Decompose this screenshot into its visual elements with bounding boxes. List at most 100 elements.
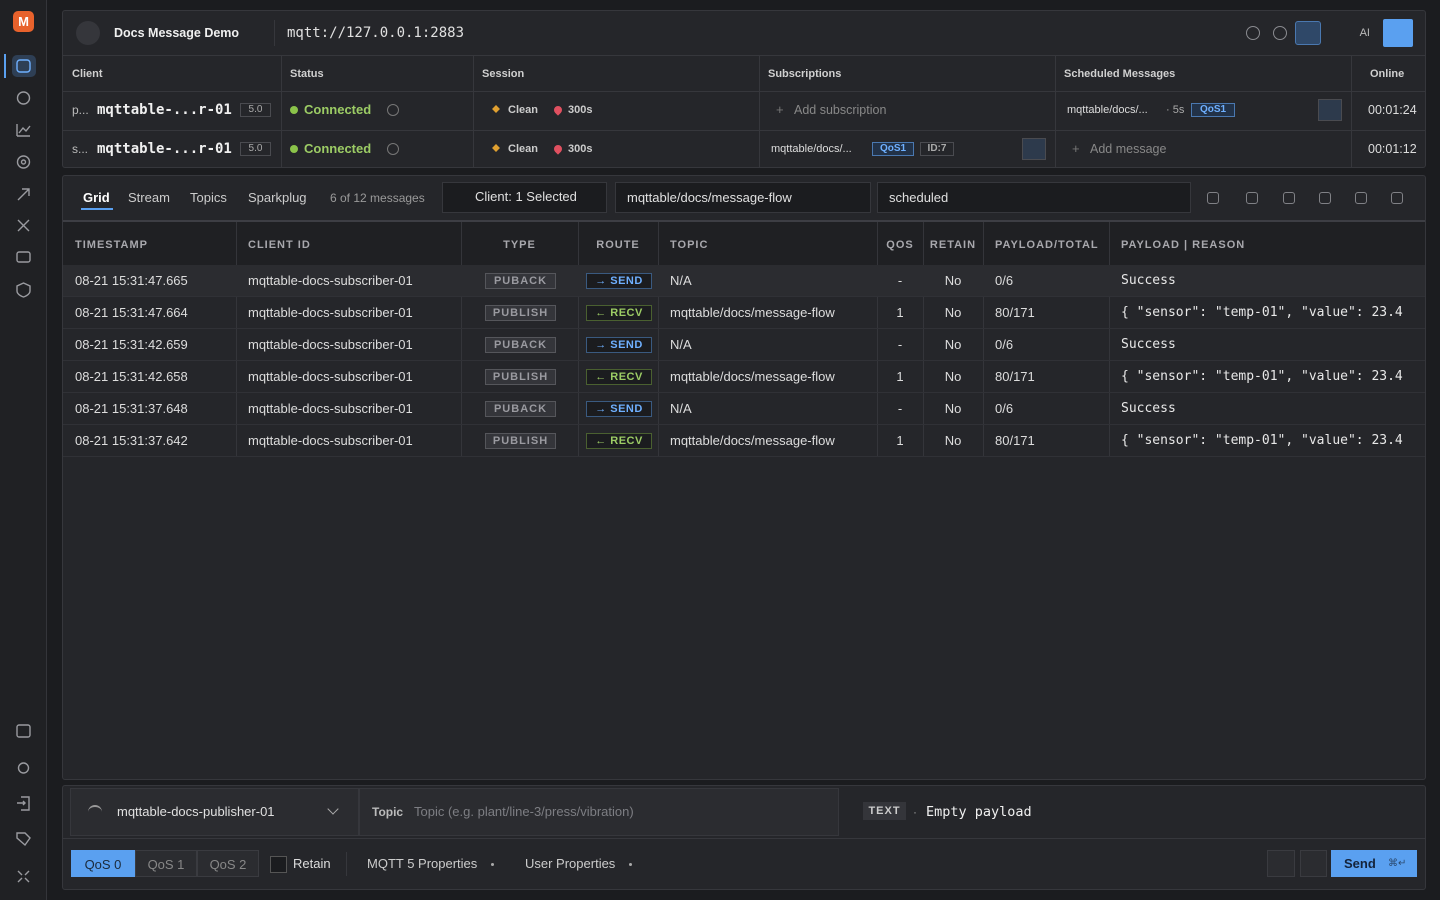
client-id: mqttable-docs-subscriber-01 <box>248 305 413 320</box>
send-shortcut: ⌘↵ <box>1388 858 1407 869</box>
add-scheduled-button[interactable] <box>1318 99 1342 121</box>
route-badge: → SEND <box>586 401 652 417</box>
format-badge[interactable]: TEXT <box>863 802 906 820</box>
send-button[interactable] <box>1331 850 1417 877</box>
expand-button[interactable] <box>1267 850 1295 877</box>
message-row[interactable] <box>63 297 1425 329</box>
payload: Success <box>1121 273 1176 288</box>
user-properties[interactable]: User Properties <box>525 856 616 871</box>
toolbar-icon[interactable] <box>1246 26 1260 40</box>
message-row[interactable] <box>63 393 1425 425</box>
scheduled-qos: QoS1 <box>1191 103 1235 117</box>
publisher-client[interactable]: mqttable-docs-publisher-01 <box>117 804 275 819</box>
disconnect-icon[interactable] <box>387 143 399 155</box>
text-filter[interactable] <box>877 182 1191 213</box>
mqtt5-properties[interactable]: MQTT 5 Properties <box>367 856 478 871</box>
topic-filter-value[interactable]: mqttable/docs/message-flow <box>627 190 792 205</box>
toolbar-action[interactable] <box>1283 192 1295 204</box>
sidebar <box>0 0 47 900</box>
topic: N/A <box>670 401 692 416</box>
payload: { "sensor": "temp-01", "value": 23.4 <box>1121 369 1403 384</box>
divider <box>877 222 878 457</box>
topic: mqttable/docs/message-flow <box>670 305 835 320</box>
qos: 1 <box>896 305 904 320</box>
status: Connected <box>304 141 372 156</box>
message-row[interactable] <box>63 329 1425 361</box>
protocol-version: 5.0 <box>240 103 271 117</box>
retain: No <box>944 273 962 288</box>
column-header: CLIENT ID <box>248 239 311 251</box>
dot <box>629 863 632 866</box>
topic: N/A <box>670 273 692 288</box>
toolbar-action[interactable] <box>1391 192 1403 204</box>
client-filter-label[interactable]: Client: 1 Selected <box>475 189 577 204</box>
settings-button[interactable] <box>1383 19 1413 47</box>
disconnect-icon[interactable] <box>387 104 399 116</box>
tab[interactable]: Stream <box>128 190 170 205</box>
message-row[interactable] <box>63 361 1425 393</box>
toolbar-action[interactable] <box>1207 192 1219 204</box>
toolbar-action[interactable] <box>1246 192 1258 204</box>
qos-button[interactable]: QoS 0 <box>71 850 135 877</box>
client-filter[interactable] <box>442 182 607 213</box>
add-subscription: + <box>776 102 784 117</box>
toolbar-action[interactable] <box>1355 192 1367 204</box>
client-name: mqttable-...r-01 <box>97 141 232 157</box>
tab[interactable]: Sparkplug <box>248 190 307 205</box>
divider <box>346 852 347 876</box>
ai-button[interactable]: AI <box>1359 27 1370 39</box>
message-row[interactable] <box>63 265 1425 297</box>
divider <box>1351 56 1352 168</box>
protocol-version: 5.0 <box>240 142 271 156</box>
client-name: mqttable-...r-01 <box>97 102 232 118</box>
timestamp: 08-21 15:31:37.648 <box>75 401 188 416</box>
qos: 1 <box>896 433 904 448</box>
route-badge: ← RECV <box>586 305 652 321</box>
topic: mqttable/docs/message-flow <box>670 369 835 384</box>
message-row[interactable] <box>63 425 1425 457</box>
divider <box>281 56 282 168</box>
view-toggle[interactable] <box>1295 21 1321 45</box>
route-badge: ← RECV <box>586 369 652 385</box>
type-badge: PUBLISH <box>485 305 556 321</box>
send-label[interactable]: Send <box>1344 856 1376 871</box>
client-column-header: Subscriptions <box>768 68 842 80</box>
route-badge: → SEND <box>586 337 652 353</box>
toolbar-action[interactable] <box>1319 192 1331 204</box>
add-subscription-button[interactable] <box>1022 138 1046 160</box>
retain: No <box>944 305 962 320</box>
retain: No <box>944 369 962 384</box>
topic-filter[interactable] <box>615 182 871 213</box>
retain: No <box>944 337 962 352</box>
subscription-id: ID:7 <box>920 142 954 156</box>
topic-input[interactable] <box>359 788 839 836</box>
text-filter-value[interactable]: scheduled <box>889 190 949 205</box>
status-dot <box>290 106 298 114</box>
divider <box>578 222 579 457</box>
add-message-button[interactable]: Add message <box>1090 142 1167 156</box>
payload-size: 80/171 <box>995 305 1035 320</box>
client-selector[interactable] <box>70 788 359 836</box>
retain-checkbox[interactable] <box>270 856 287 873</box>
retain-label[interactable]: Retain <box>293 856 331 871</box>
timestamp: 08-21 15:31:42.658 <box>75 369 188 384</box>
column-header: PAYLOAD/TOTAL <box>995 239 1099 251</box>
session-type: Clean <box>508 143 538 155</box>
tab[interactable]: Grid <box>83 190 110 205</box>
toolbar-icon[interactable] <box>1273 26 1287 40</box>
topic-placeholder[interactable]: Topic (e.g. plant/line-3/press/vibration… <box>414 804 634 819</box>
client-id: mqttable-docs-subscriber-01 <box>248 337 413 352</box>
qos-button[interactable]: QoS 2 <box>197 850 259 877</box>
client-column-header: Status <box>290 68 324 80</box>
column-header: QOS <box>886 239 914 251</box>
column-header: ROUTE <box>596 239 640 251</box>
client-prefix: p... <box>72 103 89 117</box>
add-subscription-button[interactable]: Add subscription <box>794 103 887 117</box>
tab[interactable]: Topics <box>190 190 227 205</box>
column-header: PAYLOAD | REASON <box>1121 239 1246 251</box>
dot <box>491 863 494 866</box>
payload: Success <box>1121 401 1176 416</box>
qos-button[interactable]: QoS 1 <box>135 850 197 877</box>
payload-editor[interactable]: Empty payload <box>926 804 1032 820</box>
payload-settings-button[interactable] <box>1300 850 1327 877</box>
